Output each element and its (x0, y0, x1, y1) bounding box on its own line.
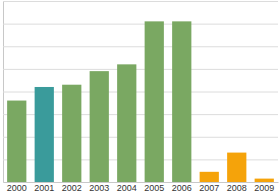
x-tick: 2006 (172, 182, 192, 193)
bar (117, 64, 136, 182)
bar (35, 87, 54, 182)
x-tick-label: 2001 (34, 183, 54, 193)
x-tick-label: 2009 (254, 183, 274, 193)
x-tick: 2000 (7, 182, 27, 193)
bar (255, 179, 274, 182)
chart: 2000 2001 2002 2003 2004 2005 2006 2007 2008 2009 (0, 0, 280, 195)
y-tick (3, 1, 278, 2)
x-tick-label: 2004 (117, 183, 137, 193)
x-tick-label: 2005 (144, 183, 164, 193)
bar (145, 21, 164, 182)
y-tick (3, 46, 278, 47)
bar (200, 172, 219, 182)
bar (172, 21, 191, 182)
y-axis (3, 2, 278, 183)
x-tick: 2008 (227, 182, 247, 193)
bar (62, 85, 81, 182)
x-tick-label: 2002 (62, 183, 82, 193)
bar (90, 71, 109, 182)
x-tick: 2003 (89, 182, 109, 193)
bars (7, 21, 274, 182)
x-tick-label: 2007 (199, 183, 219, 193)
x-tick-label: 2006 (172, 183, 192, 193)
grid-line (3, 1, 278, 2)
x-tick: 2002 (62, 182, 82, 193)
x-axis: 2000 2001 2002 2003 2004 2005 2006 2007 2008 2009 (4, 182, 279, 193)
x-tick: 2004 (117, 182, 137, 193)
y-tick (3, 24, 278, 25)
x-tick: 2007 (199, 182, 219, 193)
plot: 2000 2001 2002 2003 2004 2005 2006 2007 2008 2009 (3, 2, 279, 194)
x-tick-label: 2000 (7, 183, 27, 193)
y-tick (3, 69, 278, 70)
x-tick: 2001 (34, 182, 54, 193)
x-tick: 2009 (254, 182, 274, 193)
x-tick-label: 2008 (227, 183, 247, 193)
grid-line (3, 24, 278, 25)
grid-line (3, 69, 278, 70)
x-tick-label: 2003 (89, 183, 109, 193)
bar (7, 101, 26, 182)
x-tick: 2005 (144, 182, 164, 193)
grid-line (3, 46, 278, 47)
bar (227, 153, 246, 182)
